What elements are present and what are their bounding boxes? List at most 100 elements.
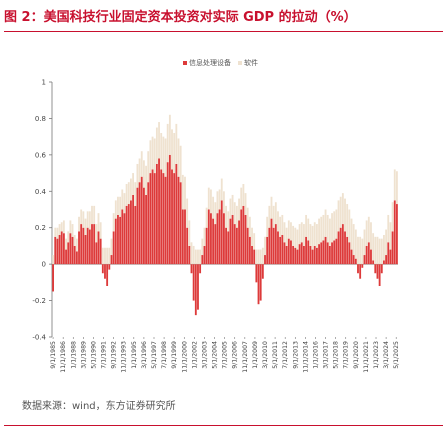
bar-software <box>259 249 262 265</box>
bar-software <box>331 213 333 243</box>
bar-info-equipment <box>229 218 232 265</box>
y-tick-label: 0.2 <box>35 224 46 232</box>
bar-software <box>197 249 199 265</box>
bar-software <box>69 220 72 234</box>
bar-software <box>164 138 167 177</box>
bar-software <box>307 218 310 241</box>
bar-info-equipment <box>266 236 269 265</box>
bar-info-equipment <box>378 264 381 286</box>
legend-label-1: 信息处理设备 <box>189 58 231 67</box>
bar-software <box>216 191 219 214</box>
y-tick-label: -0.4 <box>32 334 46 342</box>
bar-info-equipment <box>203 245 206 265</box>
bar-info-equipment <box>335 238 338 265</box>
bar-software <box>101 247 104 265</box>
bar-info-equipment <box>318 244 320 265</box>
bar-info-equipment <box>99 238 102 265</box>
bar-software <box>257 249 260 265</box>
bar-info-equipment <box>253 249 256 265</box>
bar-software <box>341 193 344 225</box>
bar-info-equipment <box>287 238 290 265</box>
bar-software <box>296 229 299 250</box>
bar-info-equipment <box>290 240 292 265</box>
legend-swatch-1 <box>183 61 187 65</box>
bar-software <box>235 205 238 228</box>
bar-software <box>396 171 398 205</box>
bar-info-equipment <box>121 209 124 265</box>
bar-software <box>80 209 83 225</box>
bar-info-equipment <box>261 264 264 279</box>
bar-info-equipment <box>95 242 98 265</box>
bar-info-equipment <box>223 213 225 265</box>
bar-info-equipment <box>233 224 236 265</box>
bar-software <box>357 236 359 265</box>
bar-info-equipment <box>71 236 74 265</box>
bar-info-equipment <box>350 249 353 265</box>
y-tick-label: 0 <box>42 261 46 269</box>
bar-info-equipment <box>192 264 195 301</box>
bar-info-equipment <box>175 163 178 265</box>
bar-info-equipment <box>145 194 147 265</box>
bar-info-equipment <box>354 258 357 265</box>
bar-software <box>290 222 292 241</box>
bar-info-equipment <box>58 235 61 265</box>
bar-info-equipment <box>313 245 316 265</box>
bar-software <box>181 174 184 210</box>
bar-software <box>201 238 204 256</box>
bar-info-equipment <box>380 264 383 274</box>
x-tick-label: 11/1/1993 <box>121 341 128 373</box>
bar-software <box>294 227 297 248</box>
bar-software <box>281 214 284 235</box>
bar-info-equipment <box>337 231 340 265</box>
bar-info-equipment <box>184 209 186 265</box>
bar-software <box>385 229 388 256</box>
bar-info-equipment <box>315 247 318 265</box>
bar-software <box>75 238 78 252</box>
bar-software <box>112 213 115 232</box>
bar-info-equipment <box>238 220 240 265</box>
x-tick-label: 9/1/1992 <box>111 341 118 369</box>
bar-info-equipment <box>328 245 331 265</box>
bar-info-equipment <box>240 209 243 265</box>
bar-software <box>78 216 80 232</box>
bar-software <box>253 233 256 250</box>
bar-info-equipment <box>374 264 377 274</box>
bar-info-equipment <box>270 218 273 265</box>
bar-software <box>346 204 349 237</box>
bar-software <box>337 200 340 232</box>
x-tick-label: 3/1/1996 <box>141 341 148 369</box>
bar-software <box>365 220 368 246</box>
bar-software <box>173 133 176 174</box>
bar-info-equipment <box>246 227 249 265</box>
bar-info-equipment <box>333 240 336 265</box>
bar-software <box>84 218 87 235</box>
bar-software <box>242 184 245 206</box>
bar-info-equipment <box>160 169 163 265</box>
bar-info-equipment <box>151 169 154 265</box>
bar-info-equipment <box>216 213 219 265</box>
bar-software <box>210 189 212 214</box>
bar-info-equipment <box>199 264 202 274</box>
bar-info-equipment <box>326 242 329 265</box>
bar-software <box>158 122 160 159</box>
bar-info-equipment <box>259 264 262 301</box>
x-tick-label: 11/1/1986 <box>60 341 67 373</box>
bar-software <box>91 205 93 225</box>
bar-info-equipment <box>119 216 122 265</box>
bar-software <box>233 202 236 225</box>
bar-info-equipment <box>248 236 251 265</box>
bar-info-equipment <box>106 264 109 286</box>
bar-info-equipment <box>277 231 279 265</box>
bar-info-equipment <box>341 224 344 265</box>
bar-software <box>188 220 191 246</box>
y-tick-label: 0.4 <box>35 188 47 196</box>
bar-info-equipment <box>227 231 230 265</box>
bar-info-equipment <box>387 242 390 265</box>
bar-info-equipment <box>214 224 217 265</box>
bar-info-equipment <box>158 158 160 265</box>
bar-software <box>274 202 277 225</box>
bar-software <box>114 200 117 219</box>
bar-info-equipment <box>251 245 253 265</box>
bar-software <box>110 238 113 256</box>
bar-software <box>97 213 100 232</box>
